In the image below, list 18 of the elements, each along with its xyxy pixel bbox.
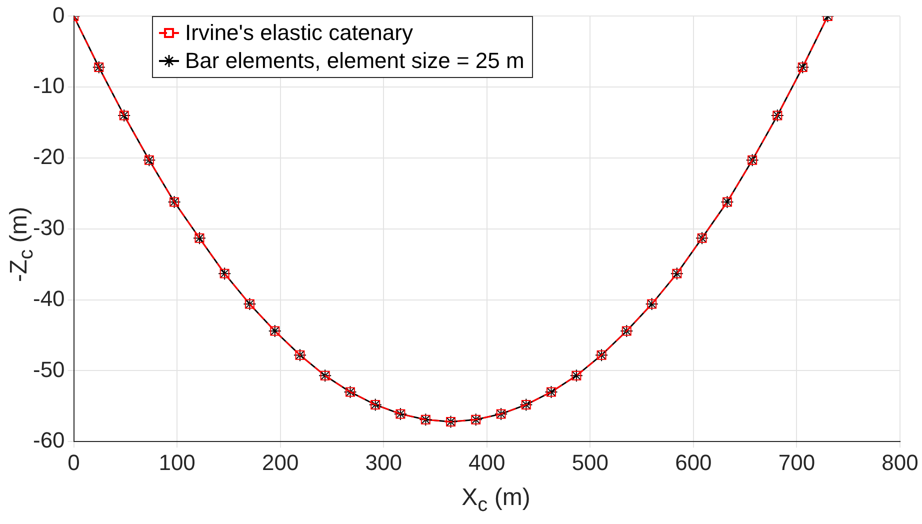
y-tick-label: -20 bbox=[33, 144, 65, 170]
legend-label: Bar elements, element size = 25 m bbox=[185, 48, 524, 74]
legend-label: Irvine's elastic catenary bbox=[185, 20, 413, 46]
x-tick-label: 800 bbox=[882, 450, 918, 475]
x-tick-label: 600 bbox=[675, 450, 712, 475]
y-tick-label: -60 bbox=[33, 428, 65, 453]
x-tick-label: 400 bbox=[468, 450, 506, 475]
y-tick-label: -50 bbox=[33, 356, 65, 382]
x-tick-label: 100 bbox=[158, 450, 196, 475]
y-tick-label: -40 bbox=[33, 286, 65, 311]
x-tick-label: 500 bbox=[572, 450, 609, 475]
y-tick-label: 0 bbox=[52, 2, 65, 28]
y-tick-label: -10 bbox=[33, 73, 65, 98]
x-axis-title: X$_{c}$ (m) bbox=[460, 484, 532, 517]
x-tick-label: 700 bbox=[778, 450, 816, 475]
x-tick-label: 200 bbox=[262, 450, 299, 475]
x-tick-label: 300 bbox=[365, 450, 402, 475]
y-tick-label: -30 bbox=[33, 214, 65, 240]
